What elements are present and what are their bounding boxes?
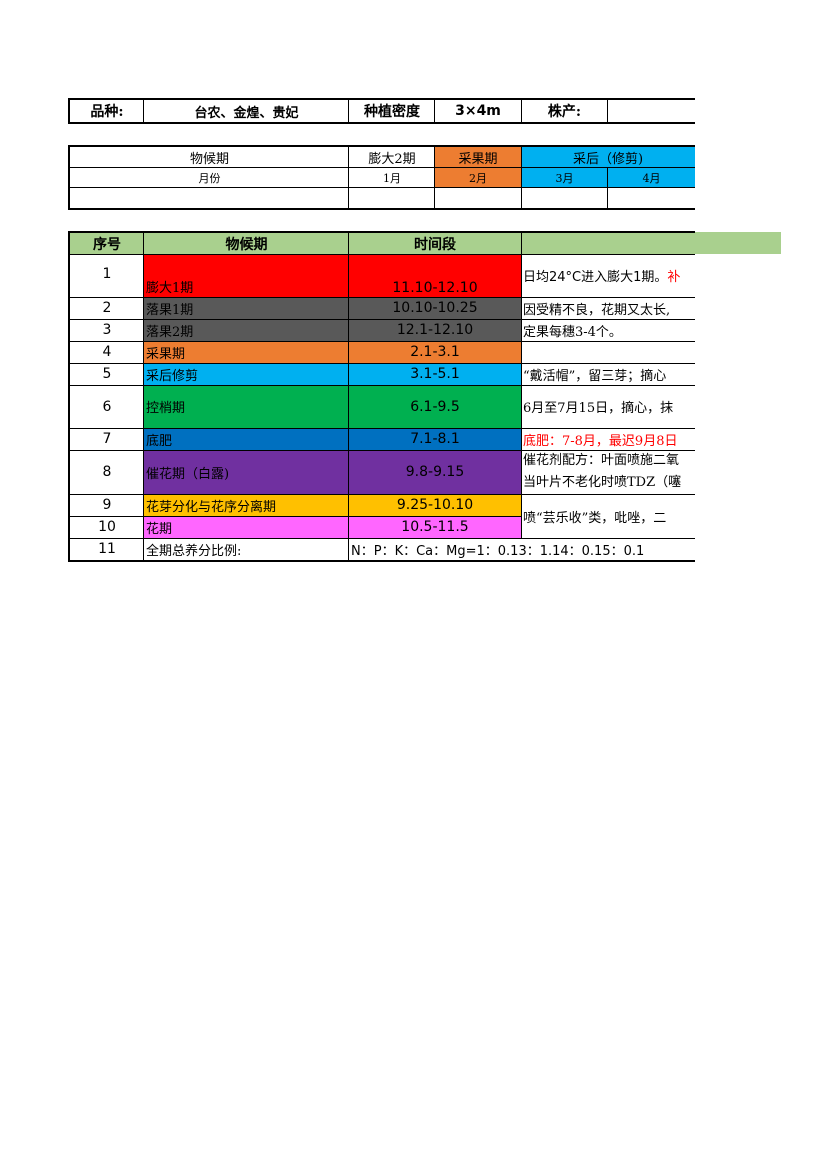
row7-stage: 底肥 [144,428,349,450]
row9-stage: 花芽分化与花序分离期 [144,494,349,516]
row7-period: 7.1-8.1 [349,428,521,450]
row2-period: 10.10-10.25 [349,297,521,319]
row4-period: 2.1-3.1 [349,341,521,363]
row6-no: 6 [102,398,112,415]
row11-stage: 全期总养分比例: [146,543,242,559]
row8-note-line2: 当叶片不老化时喷TDZ（噻 [523,475,682,490]
row1-period: 11.10-12.10 [349,254,521,297]
row6-stage: 控梢期 [144,385,349,428]
row4-no: 4 [102,344,112,360]
row11-no: 11 [98,541,116,557]
col-header-stage: 物候期 [144,233,349,254]
month-header: 月份 [198,171,221,185]
row3-note: 定果每穗3-4个。 [523,324,622,340]
row1-note-text: 日均24°C进入膨大1期。 [523,270,668,285]
col-header-period: 时间段 [349,233,521,254]
yield-value [608,100,695,122]
row5-period: 3.1-5.1 [349,363,521,385]
month-3: 3月 [521,168,608,187]
row10-period: 10.5-11.5 [349,516,521,538]
header-extension-fill [695,232,781,254]
row3-no: 3 [102,322,112,338]
row9-period: 9.25-10.10 [349,494,521,516]
phase-post-harvest: 采后（修剪) [521,147,695,168]
col-header-note [521,233,695,254]
phase-harvest: 采果期 [435,147,521,168]
col-header-no: 序号 [70,233,144,254]
row1-no: 1 [102,265,112,282]
sheet-print-area: 品种: 台农、金煌、贵妃 种植密度 3×4m 株产: 物候期 膨大2期 采果期 … [68,98,695,562]
row1-note: 日均24°C进入膨大1期。补 [521,254,695,297]
row1-note-extra: 补 [667,270,681,285]
row6-period: 6.1-9.5 [349,385,521,428]
row10-stage: 花期 [144,516,349,538]
row8-period: 9.8-9.15 [349,450,521,494]
variety-label: 品种: [90,104,124,120]
row2-stage: 落果1期 [144,297,349,319]
row5-stage: 采后修剪 [144,363,349,385]
row8-note: 催花剂配方：叶面喷施二氧 当叶片不老化时喷TDZ（噻 [521,450,695,494]
row11-ratio: N：P：K：Ca：Mg=1：0.13：1.14：0.15：0.1 [351,543,645,559]
variety-value: 台农、金煌、贵妃 [194,105,299,121]
row3-period: 12.1-12.10 [349,319,521,341]
density-label: 种植密度 [364,104,420,120]
row7-note: 底肥：7-8月，最迟9月8日 [523,433,678,449]
row5-note: “戴活帽”，留三芽；摘心 [523,368,667,384]
row8-stage: 催花期（白露) [144,450,349,494]
row4-stage: 采果期 [144,341,349,363]
density-value: 3×4m [455,103,501,119]
row2-no: 2 [102,300,112,316]
month-1: 1月 [383,171,401,185]
row7-no: 7 [102,431,112,447]
row10-no: 10 [98,519,116,535]
yield-label: 株产: [547,104,582,120]
row6-note: 6月至7月15日，摘心，抹 [523,401,674,416]
phenology-header: 物候期 [189,152,229,167]
row8-note-line1: 催花剂配方：叶面喷施二氧 [523,453,680,468]
row3-stage: 落果2期 [144,319,349,341]
row9-10-note: 喷“芸乐收”类，吡唑，二 [523,510,667,526]
month-2: 2月 [435,168,521,187]
row9-no: 9 [102,497,112,513]
row5-no: 5 [102,366,112,382]
row2-note: 因受精不良，花期又太长, [523,302,671,318]
phase-expansion2: 膨大2期 [368,152,416,167]
row1-stage: 膨大1期 [144,254,349,297]
row4-note [521,341,695,363]
month-4: 4月 [608,168,695,187]
row8-no: 8 [102,464,112,480]
